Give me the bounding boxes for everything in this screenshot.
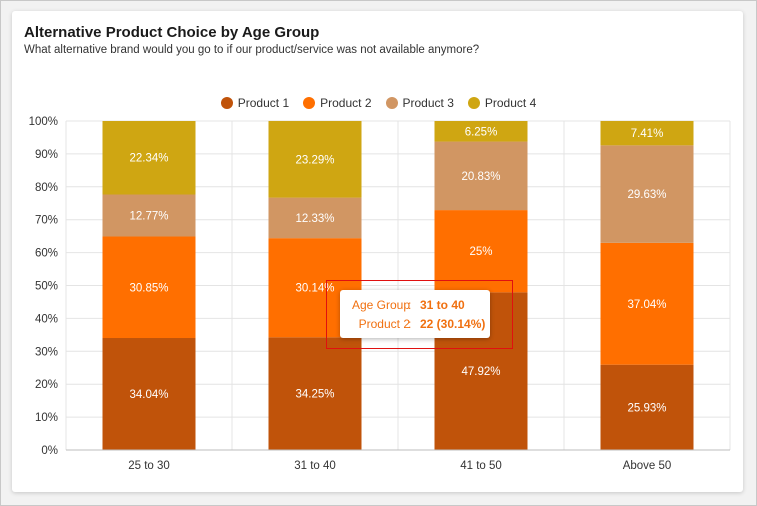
tooltip-separator: : [408, 317, 412, 331]
chart-subtitle: What alternative brand would you go to i… [24, 44, 480, 56]
y-tick-label: 0% [41, 445, 58, 457]
bar-segment [600, 120, 694, 146]
data-label: 47.92% [461, 366, 500, 378]
legend-marker-product-4 [467, 97, 480, 109]
bar-segment [102, 338, 196, 450]
y-tick-label: 100% [29, 116, 58, 128]
data-label: 30.85% [129, 282, 168, 294]
data-label: 12.77% [129, 211, 168, 223]
tooltip-highlight-box [326, 280, 513, 349]
legend-label: Product 3 [402, 96, 454, 110]
tooltip-label-product: Product 2 [358, 317, 410, 331]
legend-item-product-1[interactable]: Product 1 [220, 96, 290, 110]
data-label: 20.83% [461, 171, 500, 183]
x-tick-label: 25 to 30 [128, 460, 170, 472]
data-label: 34.04% [129, 389, 168, 401]
x-tick-label: 31 to 40 [294, 460, 336, 472]
y-tick-label: 20% [35, 379, 58, 391]
legend-marker-product-1 [220, 97, 233, 109]
tooltip-value-age-group: 31 to 40 [420, 298, 465, 312]
legend-marker-product-2 [303, 97, 316, 109]
bar-segment [102, 236, 196, 339]
bar-segment [600, 364, 694, 450]
y-tick-label: 80% [35, 182, 58, 194]
tooltip-label-age-group: Age Group [351, 298, 410, 312]
bar-segment [600, 145, 694, 243]
legend-item-product-3[interactable]: Product 3 [385, 96, 454, 110]
y-tick-label: 40% [35, 313, 58, 325]
x-tick-label: Above 50 [623, 460, 672, 472]
data-label: 30.14% [295, 283, 334, 295]
bar-segment [600, 242, 694, 365]
y-tick-label: 50% [35, 281, 58, 293]
bar-segment [268, 120, 362, 198]
data-label: 25% [469, 246, 492, 258]
data-label: 34.25% [295, 389, 334, 401]
legend-label: Product 2 [320, 96, 372, 110]
bar-segment [102, 121, 196, 195]
bar-segment [102, 194, 196, 237]
data-label: 22.34% [129, 153, 168, 165]
bar-segment [434, 141, 528, 211]
tooltip-value-product: 22 (30.14%) [420, 317, 486, 331]
chart-title: Alternative Product Choice by Age Group [24, 24, 320, 41]
chart-legend: Product 1 Product 2 Product 3 Product 4 [0, 96, 757, 110]
y-tick-label: 10% [35, 412, 58, 424]
data-label: 37.04% [627, 299, 666, 311]
legend-label: Product 4 [484, 96, 537, 110]
bar-segment [268, 337, 362, 450]
bar-segment [434, 210, 528, 293]
data-label: 7.41% [631, 128, 664, 140]
y-tick-label: 60% [35, 248, 58, 260]
y-tick-label: 70% [35, 215, 58, 227]
bar-segment [434, 121, 528, 142]
data-label: 23.29% [295, 154, 334, 166]
bar-segment [268, 197, 362, 239]
legend-marker-product-3 [385, 97, 398, 109]
legend-item-product-2[interactable]: Product 2 [303, 96, 372, 110]
data-label: 25.93% [627, 402, 666, 414]
data-label: 12.33% [295, 213, 334, 225]
data-label: 29.63% [627, 189, 666, 201]
x-tick-label: 41 to 50 [460, 460, 502, 472]
tooltip-separator: : [408, 298, 412, 312]
y-tick-label: 30% [35, 346, 58, 358]
legend-item-product-4[interactable]: Product 4 [467, 96, 537, 110]
legend-label: Product 1 [237, 96, 290, 110]
data-label: 6.25% [465, 126, 498, 138]
y-tick-label: 90% [35, 149, 58, 161]
tooltip: Age Group : 31 to 40 Product 2 : 22 (30.… [340, 290, 490, 338]
